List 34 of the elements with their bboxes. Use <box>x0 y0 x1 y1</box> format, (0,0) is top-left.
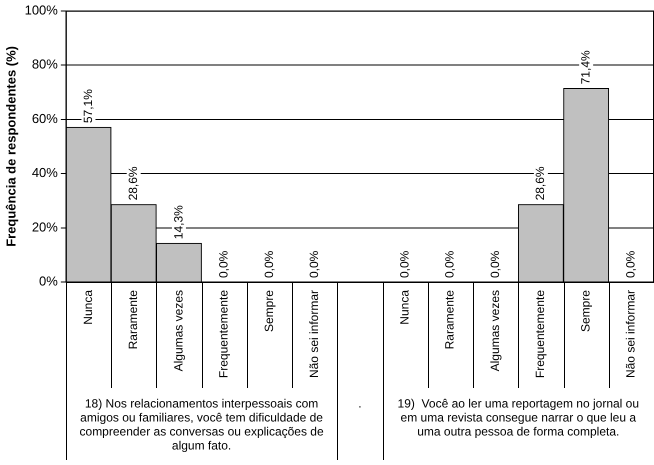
data-label: 71,4% <box>578 50 592 84</box>
y-tick-label: 100% <box>24 2 58 18</box>
x-tick-label: Nunca <box>80 290 95 325</box>
data-label: 57,1% <box>80 88 95 124</box>
data-label: 0,0% <box>624 250 638 278</box>
data-label: 0,0% <box>397 250 412 278</box>
y-tick-label: 20% <box>32 219 58 234</box>
data-label: 28,6% <box>533 166 548 200</box>
x-tick-label: Sempre <box>578 290 592 332</box>
x-tick-label: Raramente <box>442 290 457 350</box>
text: 19) Você ao ler uma reportagem no jornal ou em uma revista consegue narrar o que leu a uma outra pessoa de forma completa. <box>398 396 640 438</box>
x-tick-label: Algumas vezes <box>488 290 502 372</box>
x-tick-label: Frequentemente <box>533 290 548 378</box>
data-label: 14,3% <box>171 204 186 240</box>
data-label: 0,0% <box>488 250 502 278</box>
text: . <box>358 396 362 410</box>
x-tick-label: Não sei informar <box>624 290 638 378</box>
data-label: 0,0% <box>216 250 231 278</box>
y-tick-label: 40% <box>32 165 58 180</box>
data-label: 0,0% <box>262 250 276 278</box>
y-tick-label: 0% <box>39 274 58 289</box>
x-tick-label: Nunca <box>397 290 412 325</box>
y-tick-label: 80% <box>32 56 58 72</box>
data-label: 28,6% <box>126 166 140 200</box>
x-tick-label: Frequentemente <box>216 290 231 378</box>
x-tick-label: Não sei informar <box>306 290 321 378</box>
data-label: 0,0% <box>306 250 321 278</box>
x-tick-label: Algumas vezes <box>171 290 186 372</box>
x-tick-label: Sempre <box>262 290 276 332</box>
y-axis-title: Frequência de respondentes (%) <box>3 46 18 247</box>
text: 18) Nos relacionamentos interpessoais com amigos ou familiares, você tem dificuldade de compreender as conversas ou explicações de algum fato. <box>80 396 324 452</box>
y-tick-label: 60% <box>32 110 58 126</box>
x-tick-label: Raramente <box>126 290 140 350</box>
data-label: 0,0% <box>442 250 457 278</box>
